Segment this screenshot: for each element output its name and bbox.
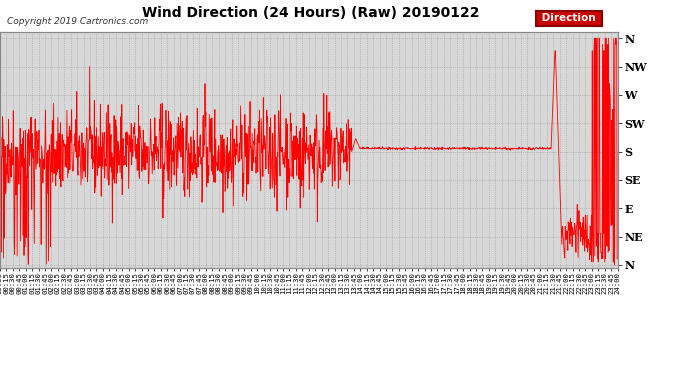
Text: Direction: Direction (538, 13, 600, 23)
Text: Wind Direction (24 Hours) (Raw) 20190122: Wind Direction (24 Hours) (Raw) 20190122 (141, 6, 480, 20)
Text: Copyright 2019 Cartronics.com: Copyright 2019 Cartronics.com (7, 17, 148, 26)
